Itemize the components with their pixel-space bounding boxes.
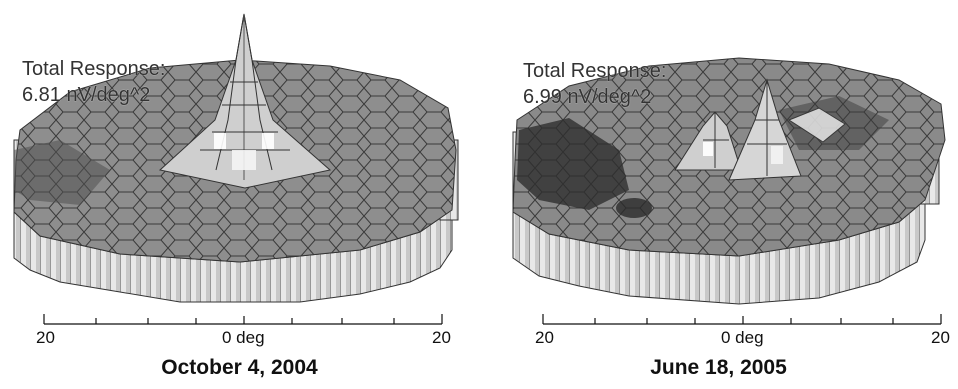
- response-title: Total Response:: [523, 60, 667, 82]
- panel-october-2004: Total Response: 6.81 nV/deg^2 20 0 deg 2…: [13, 13, 459, 379]
- panel-caption: June 18, 2005: [650, 356, 787, 379]
- panel-caption: October 4, 2004: [161, 356, 318, 379]
- response-surface-plot: [13, 13, 459, 325]
- x-axis: [43, 314, 443, 325]
- axis-right-label: 20: [931, 328, 950, 347]
- axis-right-label: 20: [432, 328, 451, 347]
- response-value: 6.81 nV/deg^2: [22, 84, 151, 106]
- response-value: 6.99 nV/deg^2: [523, 86, 652, 108]
- x-axis: [542, 314, 942, 325]
- total-response-label: Total Response: 6.99 nV/deg^2: [523, 58, 666, 110]
- panel-june-2005: Total Response: 6.99 nV/deg^2 20 0 deg 2…: [479, 0, 958, 389]
- response-title: Total Response:: [22, 58, 166, 80]
- axis-left-label: 20: [535, 328, 554, 347]
- response-surface-plot: [512, 57, 946, 325]
- total-response-label: Total Response: 6.81 nV/deg^2: [22, 56, 165, 108]
- axis-left-label: 20: [36, 328, 55, 347]
- axis-center-label: 0 deg: [222, 328, 265, 347]
- axis-center-label: 0 deg: [721, 328, 764, 347]
